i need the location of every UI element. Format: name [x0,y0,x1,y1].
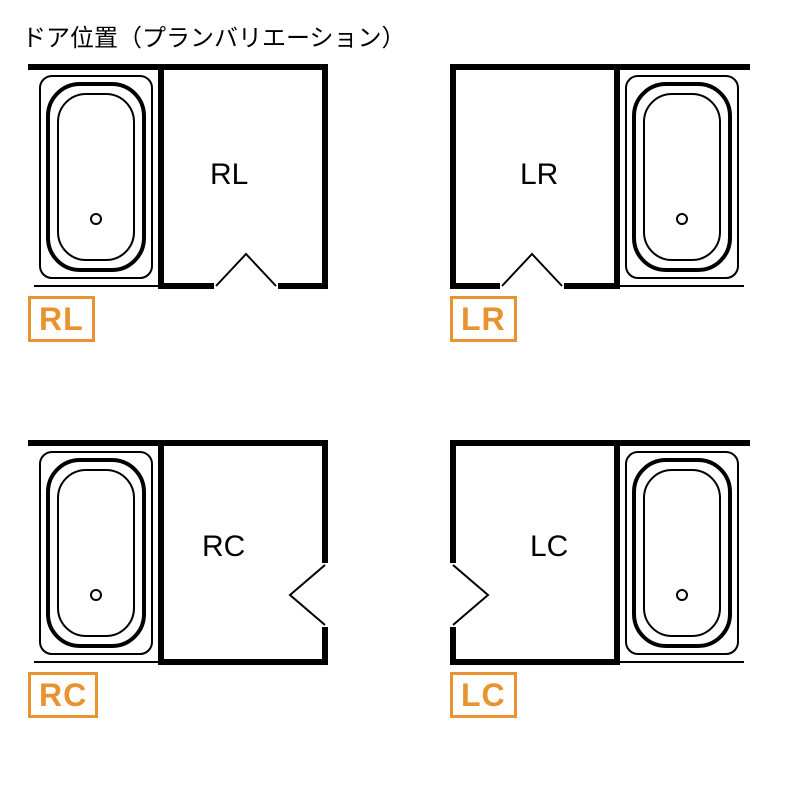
floorplan-RC-svg [28,440,328,665]
floorplan-LR-svg [450,64,750,289]
page: ドア位置（プランバリエーション） RL RL [0,0,800,800]
plan-LR [450,64,750,289]
floorplan-RL-svg [28,64,328,289]
room-label-LR: LR [520,158,558,192]
room-label-RC: RC [202,530,245,564]
plan-RC [28,440,328,665]
plan-LC [450,440,750,665]
tag-RL: RL [28,296,95,342]
tag-RC: RC [28,672,98,718]
tag-LC: LC [450,672,517,718]
floorplan-LC-svg [450,440,750,665]
tag-LR: LR [450,296,517,342]
page-title: ドア位置（プランバリエーション） [22,18,406,53]
plan-RL [28,64,328,289]
room-label-LC: LC [530,530,568,564]
room-label-RL: RL [210,158,248,192]
